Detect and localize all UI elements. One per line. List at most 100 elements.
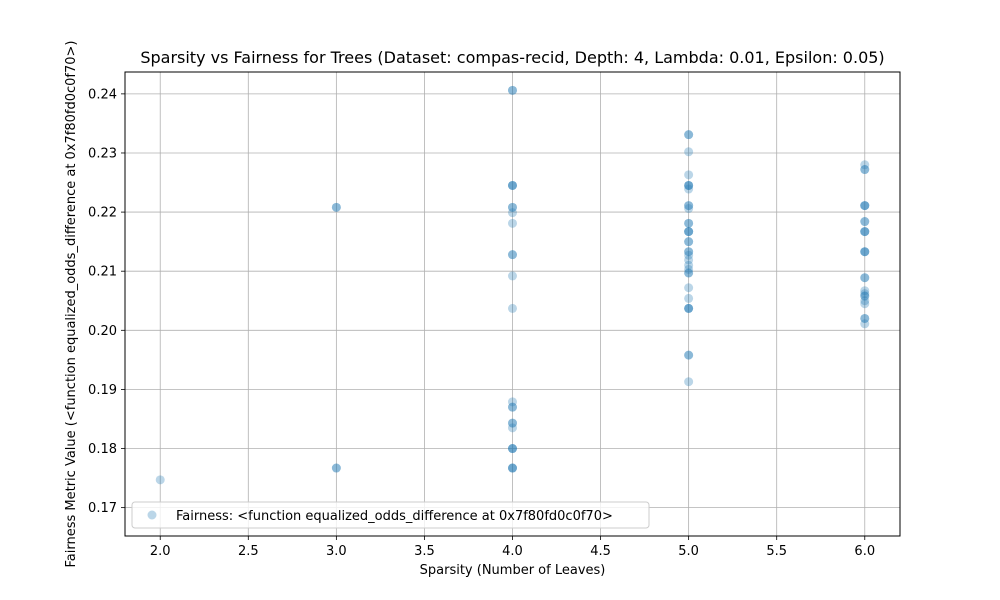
data-point — [860, 227, 870, 237]
data-point — [684, 293, 694, 303]
chart-title: Sparsity vs Fairness for Trees (Dataset:… — [140, 48, 884, 67]
x-tick-label: 6.0 — [854, 544, 875, 559]
x-tick-label: 2.0 — [150, 544, 171, 559]
data-point — [508, 463, 517, 473]
data-point — [860, 247, 870, 257]
data-point — [684, 268, 694, 278]
data-point — [860, 201, 870, 211]
data-point — [508, 444, 517, 454]
y-tick-label: 0.20 — [88, 324, 117, 339]
data-point — [508, 202, 517, 212]
data-point — [508, 180, 517, 190]
data-point — [508, 444, 517, 454]
data-point — [684, 283, 694, 293]
data-point — [684, 303, 694, 313]
data-point — [508, 271, 517, 281]
data-point — [860, 247, 870, 257]
data-point — [860, 286, 870, 296]
data-point — [860, 227, 870, 237]
y-axis-ticks: 0.17 0.18 0.19 0.20 0.21 0.22 0.23 0.24 — [88, 87, 125, 516]
data-point — [684, 201, 694, 211]
data-point — [684, 377, 694, 387]
data-point — [860, 313, 870, 323]
data-point — [684, 264, 694, 274]
data-point — [508, 303, 517, 313]
data-point — [508, 423, 517, 433]
data-point — [508, 418, 517, 428]
x-tick-label: 2.5 — [238, 544, 259, 559]
data-point — [508, 180, 517, 190]
data-point — [508, 402, 517, 412]
data-point — [508, 402, 517, 412]
data-point — [860, 319, 870, 329]
data-point — [860, 296, 870, 306]
data-point — [860, 201, 870, 211]
data-point — [508, 180, 517, 190]
data-point — [860, 227, 870, 237]
legend-box — [131, 501, 650, 529]
legend-entry: Fairness: <function equalized_odds_diffe… — [176, 509, 613, 524]
data-point — [860, 217, 870, 227]
data-point — [684, 201, 694, 211]
data-point — [684, 268, 694, 278]
data-point — [508, 444, 517, 454]
data-point — [684, 218, 694, 228]
data-point — [684, 147, 694, 157]
data-point — [155, 475, 165, 485]
data-point — [860, 217, 870, 227]
data-point — [860, 247, 870, 257]
data-point — [684, 350, 694, 360]
y-tick-label: 0.19 — [88, 383, 117, 398]
data-point — [860, 201, 870, 211]
data-point — [684, 184, 694, 194]
data-point — [860, 165, 870, 175]
x-tick-label: 4.5 — [590, 544, 611, 559]
data-point — [508, 85, 517, 95]
data-point — [508, 418, 517, 428]
data-point — [684, 227, 694, 237]
data-point — [684, 180, 694, 190]
x-axis-label: Sparsity (Number of Leaves) — [420, 563, 606, 578]
x-tick-label: 3.0 — [326, 544, 347, 559]
data-point — [331, 463, 341, 473]
data-points — [155, 85, 870, 485]
data-point — [860, 160, 870, 170]
data-point — [684, 218, 694, 228]
y-axis-label: Fairness Metric Value (<function equaliz… — [64, 40, 79, 567]
data-point — [684, 227, 694, 237]
data-point — [684, 180, 694, 190]
data-point — [860, 291, 870, 301]
data-point — [684, 237, 694, 247]
data-point — [860, 273, 870, 283]
data-point — [508, 218, 517, 228]
x-tick-label: 3.5 — [414, 544, 435, 559]
data-point — [684, 350, 694, 360]
y-tick-label: 0.24 — [88, 87, 117, 102]
data-point — [860, 273, 870, 283]
data-point — [860, 299, 870, 309]
data-point — [684, 303, 694, 313]
data-point — [331, 202, 341, 212]
data-point — [684, 180, 694, 190]
legend: Fairness: <function equalized_odds_diffe… — [131, 501, 650, 529]
legend-marker — [147, 510, 157, 520]
data-point — [331, 463, 341, 473]
data-point — [860, 165, 870, 175]
data-point — [860, 313, 870, 323]
data-point — [684, 247, 694, 257]
data-point — [508, 85, 517, 95]
y-tick-label: 0.22 — [88, 206, 117, 221]
data-point — [684, 247, 694, 257]
data-point — [860, 289, 870, 299]
y-tick-label: 0.18 — [88, 442, 117, 457]
data-point — [684, 255, 694, 265]
x-tick-label: 5.5 — [766, 544, 787, 559]
data-point — [684, 204, 694, 214]
data-point — [684, 250, 694, 260]
data-point — [508, 250, 517, 260]
x-axis-ticks: 2.0 2.5 3.0 3.5 4.0 4.5 5.0 5.5 6.0 — [150, 536, 875, 559]
data-point — [508, 463, 517, 473]
y-tick-label: 0.23 — [88, 146, 117, 161]
